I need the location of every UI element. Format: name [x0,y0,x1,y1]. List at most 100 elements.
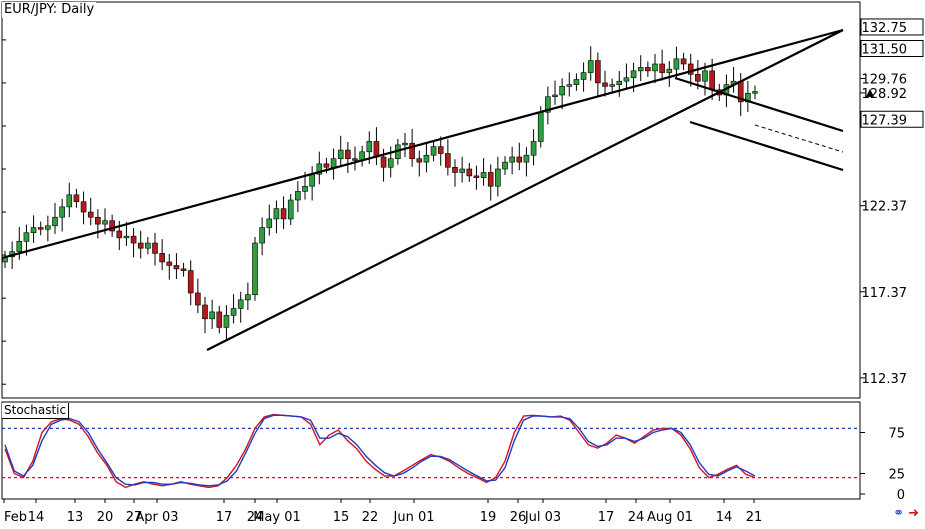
price-marker: 127.39 [860,110,924,128]
candle [680,52,687,71]
bullish-candle-body [616,80,623,85]
candle [652,53,658,84]
candle [602,70,608,97]
x-axis-label: 24 [628,510,645,525]
bullish-candle-body [552,94,558,97]
candle [545,86,551,125]
bearish-candle-body [473,175,480,178]
bullish-candle-body [459,168,465,173]
candle [752,85,758,100]
candle [416,150,423,177]
bullish-candle-body [623,77,630,82]
bullish-candle-body [502,161,508,170]
x-axis-label: 20 [97,510,114,525]
candle [37,221,44,236]
bearish-candle-body [695,74,701,82]
bullish-candle-body [66,194,73,208]
bullish-candle-body [573,79,580,85]
x-axis-label: 17 [598,510,615,525]
bullish-candle-body [495,168,501,187]
candle [45,215,51,242]
candle [637,55,644,82]
x-axis-label: 17 [216,510,233,525]
bullish-candle-body [209,311,215,320]
bullish-candle-body [587,60,594,73]
bullish-candle-body [652,63,658,72]
candle [273,200,280,234]
candle [245,282,251,311]
bullish-candle-body [123,235,130,239]
bearish-candle-body [95,216,101,225]
x-axis-label: 26 [510,510,527,525]
bearish-candle-body [116,230,123,239]
candle [223,305,230,340]
bullish-candle-body [702,70,708,82]
bearish-candle-body [452,166,458,173]
candle [166,253,173,280]
candle [559,78,565,110]
candle [287,193,294,225]
arrow-right-icon[interactable]: ➜ [908,506,919,521]
bullish-candle-body [237,299,244,309]
x-axis-label: Feb [4,510,27,525]
candle [66,182,73,218]
candle [573,73,580,91]
bullish-candle-body [59,206,65,218]
candle [502,156,508,176]
candle [402,133,408,158]
candle [430,140,437,162]
candle [452,159,458,187]
candle [259,217,265,256]
price-marker-box [860,18,924,36]
price-axis-label: 112.37 [862,372,908,387]
bearish-candle-body [280,208,287,220]
bullish-candle-body [402,142,408,146]
candle [480,158,487,186]
candle [645,61,651,77]
candle [52,202,58,234]
candle [587,46,594,81]
bullish-candle-body [302,185,308,192]
wedge-resistance-line [1,28,844,260]
bullish-candle-body [337,149,344,159]
link-icon[interactable]: ⚭ [893,506,905,521]
bearish-candle-body [202,304,208,320]
bullish-candle-body [430,146,437,156]
bullish-candle-body [637,67,644,72]
bearish-candle-body [180,268,187,271]
candle [130,228,137,258]
candle [423,143,430,173]
bearish-candle-body [137,242,144,249]
price-marker: 132.75 [860,18,924,36]
x-axis-label: 13 [67,510,84,525]
candle [109,214,115,238]
candle [59,198,65,232]
bullish-candle-body [545,96,551,113]
channel-midline [754,124,844,153]
bearish-candle-body [345,149,351,159]
candle [30,215,37,243]
stochastic-axis-label: 25 [888,468,905,483]
bullish-candle-body [387,158,394,168]
x-axis-label: Jul 03 [524,510,561,525]
bearish-candle-body [380,156,387,168]
x-axis-label: 24 [247,510,264,525]
bullish-candle-body [330,158,337,168]
price-marker: 129.76 [862,72,908,87]
bearish-candle-body [109,220,115,232]
bullish-candle-body [295,191,301,201]
candle [202,296,208,334]
bearish-candle-body [80,201,87,213]
bearish-candle-body [445,153,451,168]
candle [145,237,151,255]
candle [123,221,130,246]
candle [473,165,480,190]
bullish-candle-body [366,141,373,153]
bullish-candle-body [530,141,537,156]
candle [73,188,80,208]
bullish-candle-body [580,72,587,80]
candle [509,146,515,175]
candle [152,232,158,266]
candle [623,63,630,90]
price-axis-label: 117.37 [862,286,908,301]
